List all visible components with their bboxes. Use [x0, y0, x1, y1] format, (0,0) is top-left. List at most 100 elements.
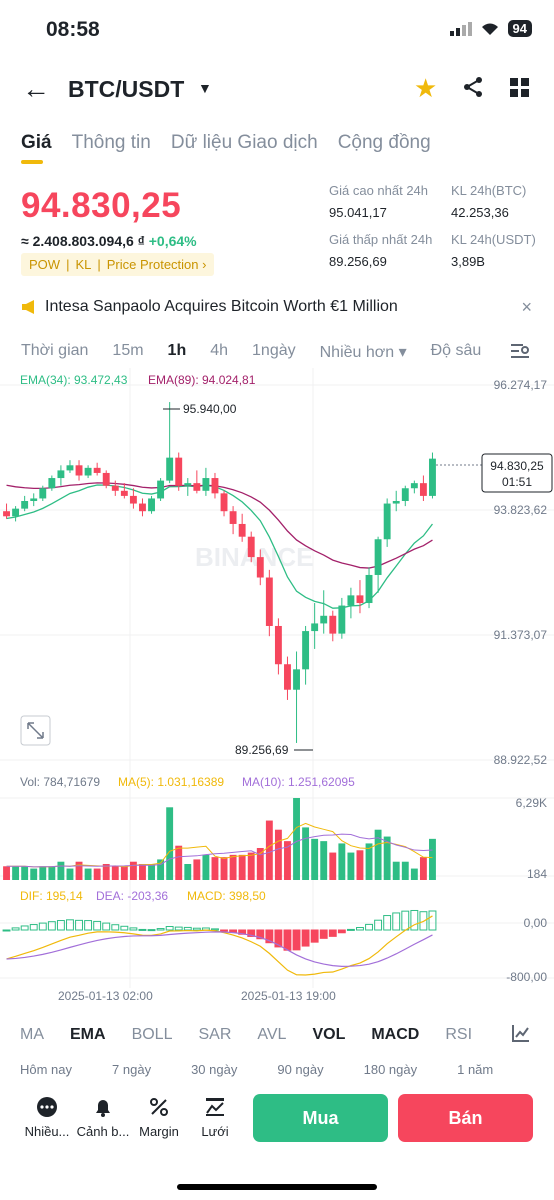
more-button[interactable]: Nhiều...: [19, 1096, 75, 1139]
macd-bar: [120, 925, 129, 931]
range-1y[interactable]: 1 năm: [457, 1062, 494, 1077]
buy-button[interactable]: Mua: [253, 1094, 388, 1142]
range-tabs: Hôm nay 7 ngày 30 ngày 90 ngày 180 ngày …: [20, 1062, 493, 1077]
candle-body: [211, 478, 219, 494]
macd-bar: [220, 929, 228, 932]
ema34-label: EMA(34): 93.472,43: [20, 373, 128, 387]
volume-bar: [374, 829, 382, 880]
grid-icon[interactable]: [510, 78, 530, 98]
x-tick: 2025-01-13 02:00: [58, 989, 153, 1003]
macd-bar: [374, 919, 383, 931]
news-text: Intesa Sanpaolo Acquires Bitcoin Worth €…: [45, 298, 398, 315]
candle-body: [338, 605, 346, 634]
last-price-tag: 94.830,25: [490, 459, 544, 473]
range-90d[interactable]: 90 ngày: [277, 1062, 324, 1077]
candle-body: [148, 498, 155, 512]
candle-body: [347, 595, 355, 606]
tf-1d[interactable]: 1ngày: [252, 342, 296, 359]
macd-bar: [20, 925, 29, 931]
tab-info[interactable]: Thông tin: [71, 132, 151, 153]
badge-price-protection[interactable]: Price Protection ›: [106, 257, 207, 272]
tf-time[interactable]: Thời gian: [21, 342, 89, 359]
macd-bar: [156, 928, 165, 931]
macd-bar: [301, 929, 310, 947]
more-label: Nhiều...: [24, 1124, 70, 1139]
indicator-settings-icon[interactable]: [512, 1024, 530, 1042]
macd-bar: [129, 927, 138, 931]
candle-body: [311, 623, 319, 632]
tf-15m[interactable]: 15m: [112, 342, 144, 359]
ind-ema[interactable]: EMA: [70, 1026, 106, 1043]
vol-y-tick: 184: [527, 867, 547, 881]
macd-bar: [111, 924, 120, 931]
ind-rsi[interactable]: RSI: [445, 1026, 473, 1043]
candle-body: [220, 493, 228, 512]
candle-body: [419, 483, 427, 496]
candle-body: [21, 501, 29, 509]
close-icon[interactable]: ×: [521, 297, 532, 317]
megaphone-icon: [22, 300, 34, 314]
share-icon[interactable]: [462, 76, 484, 98]
macd-bar: [75, 919, 83, 931]
vol-btc-label: KL 24h(BTC): [451, 183, 527, 198]
ind-ma[interactable]: MA: [20, 1026, 44, 1043]
chart-settings-icon[interactable]: [510, 341, 530, 361]
volume-bar: [21, 866, 29, 880]
tab-price[interactable]: Giá: [21, 132, 52, 164]
tf-1h[interactable]: 1h: [167, 342, 187, 359]
chevron-down-icon[interactable]: ▼: [198, 80, 212, 96]
macd-bar: [93, 920, 102, 931]
back-arrow-icon[interactable]: ←: [22, 73, 50, 104]
tab-community[interactable]: Cộng đồng: [337, 132, 431, 153]
volume-bar: [84, 868, 92, 880]
grid-trading-button[interactable]: Lưới: [187, 1096, 243, 1139]
star-icon[interactable]: ★: [414, 73, 438, 103]
ind-avl[interactable]: AVL: [257, 1026, 287, 1043]
candle-body: [429, 458, 436, 496]
range-today[interactable]: Hôm nay: [20, 1062, 73, 1077]
volume-bar: [139, 863, 146, 880]
ind-macd[interactable]: MACD: [371, 1026, 420, 1043]
macd-bar: [283, 929, 292, 951]
ind-boll[interactable]: BOLL: [131, 1026, 173, 1043]
ma5-label: MA(5): 1.031,16389: [118, 775, 224, 789]
volume-bar: [148, 863, 155, 880]
tag-badges[interactable]: POW | KL | Price Protection ›: [21, 253, 215, 276]
range-30d[interactable]: 30 ngày: [191, 1062, 238, 1077]
candle-body: [129, 495, 137, 504]
range-7d[interactable]: 7 ngày: [112, 1062, 152, 1077]
macd-bar: [247, 929, 256, 937]
margin-button[interactable]: Margin: [131, 1096, 187, 1139]
news-banner[interactable]: Intesa Sanpaolo Acquires Bitcoin Worth €…: [21, 298, 398, 316]
ma10-line: [6, 833, 433, 868]
tf-more[interactable]: Nhiều hơn ▾: [319, 344, 407, 361]
tab-trading-data[interactable]: Dữ liệu Giao dịch: [170, 132, 318, 153]
pair-title[interactable]: BTC/USDT: [68, 76, 185, 102]
range-180d[interactable]: 180 ngày: [363, 1062, 418, 1077]
high-24h-value: 95.041,17: [329, 205, 387, 220]
volume-bar: [39, 866, 47, 880]
volume-bar: [419, 857, 427, 880]
vol-usdt-label: KL 24h(USDT): [451, 232, 536, 247]
candle-body: [120, 490, 128, 496]
candle-body: [166, 457, 174, 481]
macd-bar: [102, 922, 111, 931]
tf-depth[interactable]: Độ sâu: [430, 342, 482, 359]
macd-label: MACD: 398,50: [187, 889, 266, 903]
price-chart[interactable]: BINANCE EMA(34): 93.472,43 EMA(89): 94.0…: [0, 368, 554, 1008]
badge-kl[interactable]: KL: [75, 257, 92, 272]
low-24h-value: 89.256,69: [329, 254, 387, 269]
candle-body: [410, 483, 418, 489]
candle-body: [202, 478, 210, 491]
volume-bar: [211, 857, 219, 880]
ind-vol[interactable]: VOL: [312, 1026, 346, 1043]
badge-pow[interactable]: POW: [29, 257, 61, 272]
sell-button[interactable]: Bán: [398, 1094, 533, 1142]
y-tick: 91.373,07: [494, 628, 548, 642]
alert-button[interactable]: Cảnh b...: [75, 1096, 131, 1139]
badge-separator: |: [66, 257, 70, 272]
candle-body: [284, 664, 291, 690]
macd-bar: [346, 928, 355, 931]
ind-sar[interactable]: SAR: [198, 1026, 232, 1043]
tf-4h[interactable]: 4h: [210, 342, 229, 359]
